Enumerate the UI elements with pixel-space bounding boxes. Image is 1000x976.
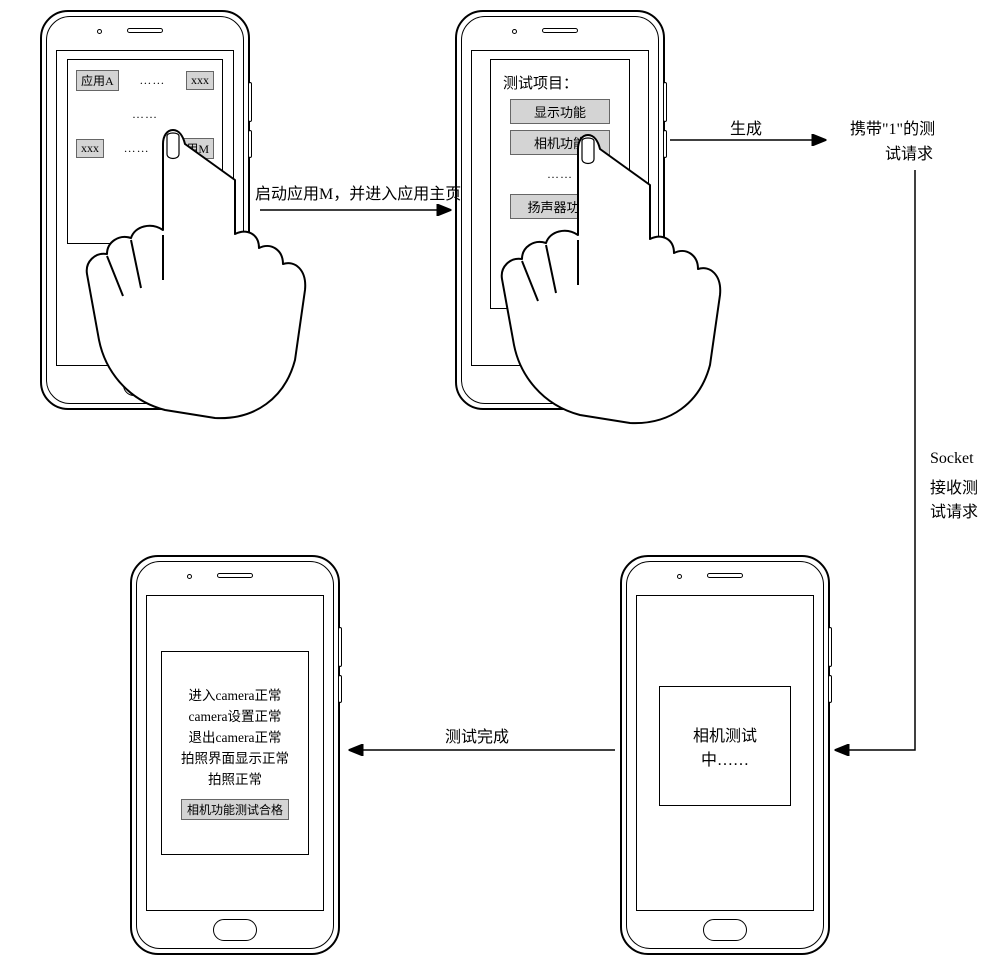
- app-row-1: 应用A …… xxx: [76, 70, 214, 91]
- phone-1-screen: 应用A …… xxx …… xxx …… 应用M: [56, 50, 234, 366]
- socket-label-1: Socket: [930, 450, 974, 468]
- app-m-button[interactable]: 应用M: [169, 138, 214, 159]
- phone-4-screen: 进入camera正常 camera设置正常 退出camera正常 拍照界面显示正…: [146, 595, 324, 911]
- camera-function-button[interactable]: 相机功能: [510, 130, 610, 155]
- test-items-title: 测试项目：: [503, 72, 623, 93]
- result-line: 退出camera正常: [189, 728, 282, 749]
- display-function-button[interactable]: 显示功能: [510, 99, 610, 124]
- app-a-button[interactable]: 应用A: [76, 70, 119, 91]
- test-pass-badge: 相机功能测试合格: [181, 799, 289, 820]
- dots-icon: ……: [76, 107, 214, 122]
- dots-icon: ……: [139, 73, 165, 88]
- result-line: 拍照正常: [208, 770, 262, 791]
- speaker-function-button[interactable]: 扬声器功能: [510, 194, 610, 219]
- home-button[interactable]: [703, 919, 747, 941]
- socket-label-3: 试请求: [930, 498, 978, 522]
- dots-icon: ……: [497, 167, 623, 182]
- complete-label: 测试完成: [445, 723, 509, 747]
- phone-3-screen: 相机测试 中……: [636, 595, 814, 911]
- request-label-1: 携带"1"的测: [850, 115, 935, 139]
- result-line: 进入camera正常: [189, 686, 282, 707]
- socket-label-2: 接收测: [930, 474, 978, 498]
- result-line: 拍照界面显示正常: [181, 749, 289, 770]
- app-xxx2-button[interactable]: xxx: [76, 139, 104, 158]
- phone-3: 相机测试 中……: [620, 555, 830, 955]
- app-row-2: xxx …… 应用M: [76, 138, 214, 159]
- home-button[interactable]: [123, 374, 167, 396]
- home-button[interactable]: [538, 374, 582, 396]
- request-label-2: 试请求: [885, 140, 933, 164]
- phone-2-screen: 测试项目： 显示功能 相机功能 …… 扬声器功能: [471, 50, 649, 366]
- home-button[interactable]: [213, 919, 257, 941]
- phone-1: 应用A …… xxx …… xxx …… 应用M: [40, 10, 250, 410]
- result-line: camera设置正常: [189, 707, 282, 728]
- generate-label: 生成: [730, 115, 762, 139]
- phone-4: 进入camera正常 camera设置正常 退出camera正常 拍照界面显示正…: [130, 555, 340, 955]
- dots-icon: ……: [124, 141, 150, 156]
- camera-testing-text-2: 中……: [701, 746, 749, 770]
- phone-2: 测试项目： 显示功能 相机功能 …… 扬声器功能: [455, 10, 665, 410]
- camera-testing-text: 相机测试: [693, 722, 757, 746]
- app-xxx-button[interactable]: xxx: [186, 71, 214, 90]
- launch-label: 启动应用M，并进入应用主页: [255, 180, 461, 204]
